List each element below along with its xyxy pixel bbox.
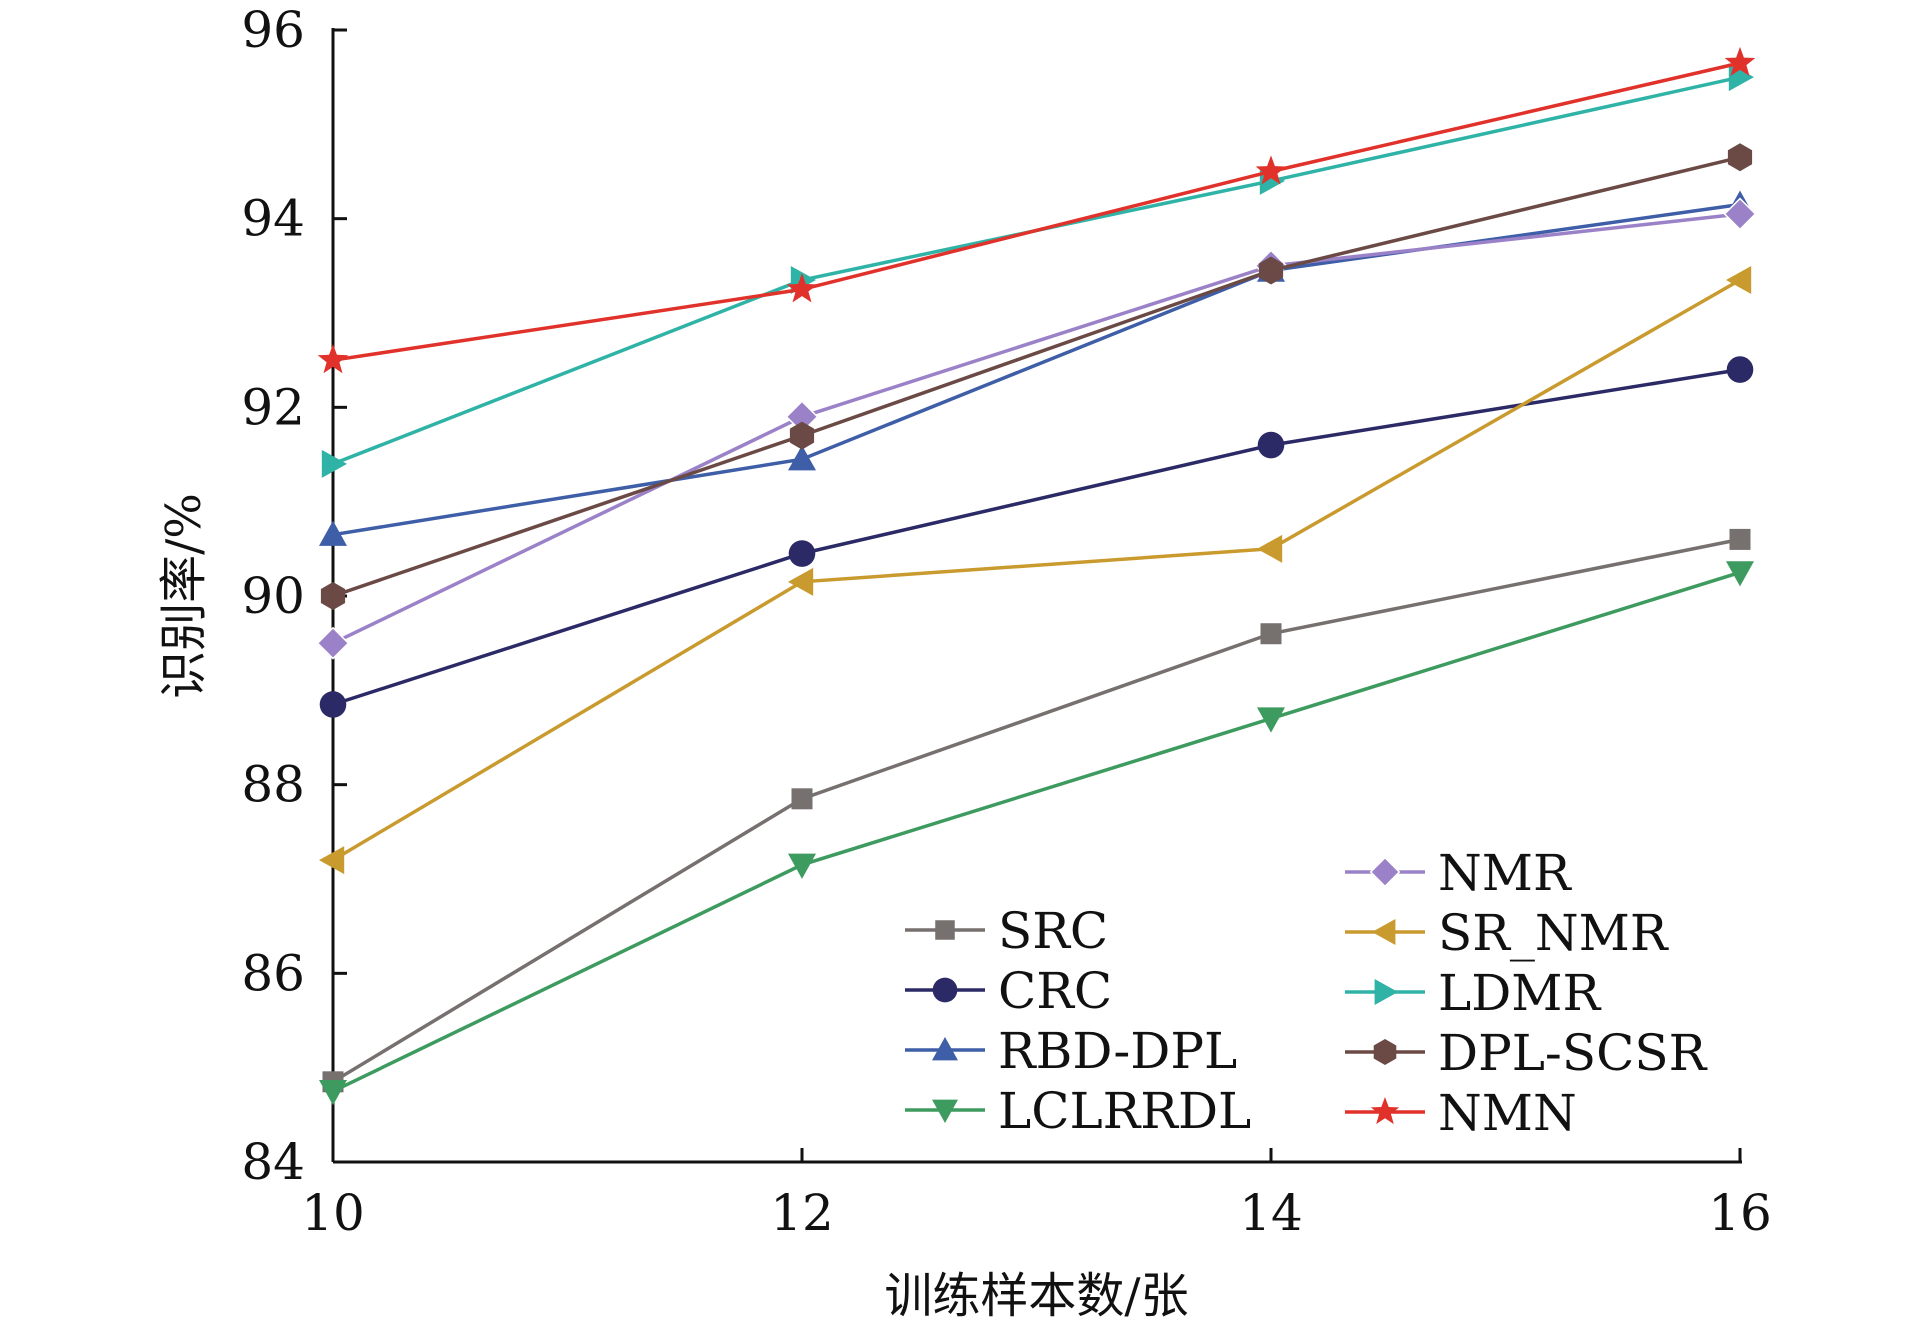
data-point-nmn bbox=[1255, 155, 1287, 185]
legend-marker bbox=[1370, 1097, 1400, 1125]
legend-label: SRC bbox=[998, 902, 1108, 960]
data-point-src bbox=[1260, 623, 1282, 645]
legend-item-dpl-scsr: DPL-SCSR bbox=[1345, 1024, 1708, 1082]
legend-marker bbox=[932, 1099, 958, 1123]
legend-marker bbox=[1373, 1039, 1397, 1065]
data-point-lclrrdl bbox=[1726, 561, 1754, 587]
series-line-nmr bbox=[332, 212, 1741, 645]
legend-label: LCLRRDL bbox=[998, 1082, 1251, 1140]
series-line-sr-nmr bbox=[332, 278, 1741, 862]
y-axis-title: 识别率/% bbox=[156, 493, 212, 699]
series-line-ldmr bbox=[332, 75, 1741, 466]
series-dpl-scsr bbox=[320, 143, 1753, 610]
data-point-rbd-dpl bbox=[788, 445, 816, 471]
data-point-nmn bbox=[786, 273, 818, 303]
data-point-crc bbox=[1257, 431, 1285, 459]
x-tick-label: 14 bbox=[1239, 1184, 1303, 1242]
data-point-dpl-scsr bbox=[1727, 143, 1753, 172]
axes: 84 86 88 90 92 94 96 10 12 14 16 bbox=[241, 1, 1771, 1242]
y-tick-label: 88 bbox=[241, 756, 305, 814]
data-point-crc bbox=[788, 540, 816, 567]
legend-item-ldmr: LDMR bbox=[1345, 964, 1601, 1022]
series-layer bbox=[316, 46, 1757, 1106]
data-point-dpl-scsr bbox=[789, 421, 815, 450]
data-point-rbd-dpl bbox=[319, 520, 347, 546]
y-tick-label: 96 bbox=[241, 1, 305, 59]
legend-marker bbox=[935, 920, 955, 940]
series-src bbox=[322, 528, 1751, 1093]
data-point-crc bbox=[319, 691, 347, 718]
legend-marker bbox=[1369, 856, 1401, 888]
y-tick-label: 86 bbox=[241, 944, 305, 1002]
y-tick-label: 92 bbox=[241, 378, 305, 436]
data-point-crc bbox=[1726, 356, 1754, 383]
legend-item-crc: CRC bbox=[905, 962, 1112, 1020]
legend-item-sr-nmr: SR_NMR bbox=[1345, 904, 1669, 962]
data-point-dpl-scsr bbox=[320, 582, 346, 610]
series-lclrrdl bbox=[319, 561, 1754, 1106]
legend-label: RBD-DPL bbox=[998, 1022, 1237, 1080]
legend-label: SR_NMR bbox=[1438, 904, 1669, 962]
legend-label: NMR bbox=[1438, 844, 1572, 902]
series-line-lclrrdl bbox=[332, 570, 1741, 1093]
legend-item-lclrrdl: LCLRRDL bbox=[905, 1082, 1251, 1140]
data-point-sr-nmr bbox=[788, 567, 814, 596]
data-point-nmn bbox=[317, 344, 349, 374]
legend-marker bbox=[1372, 919, 1396, 945]
legend-marker bbox=[932, 977, 958, 1003]
data-point-src bbox=[791, 788, 813, 810]
x-tick-label: 10 bbox=[301, 1184, 365, 1242]
series-crc bbox=[319, 356, 1754, 718]
data-point-src bbox=[1729, 528, 1751, 550]
data-point-nmr bbox=[1723, 197, 1757, 231]
series-sr-nmr bbox=[319, 265, 1752, 875]
legend-item-rbd-dpl: RBD-DPL bbox=[905, 1022, 1237, 1080]
y-tick-label: 90 bbox=[241, 567, 305, 625]
legend-item-nmn: NMN bbox=[1345, 1084, 1577, 1142]
data-point-sr-nmr bbox=[1257, 534, 1283, 563]
data-point-nmn bbox=[1724, 46, 1756, 76]
series-line-dpl-scsr bbox=[332, 155, 1741, 598]
legend-label: CRC bbox=[998, 962, 1112, 1020]
legend-marker bbox=[1374, 979, 1398, 1005]
data-point-nmr bbox=[316, 626, 350, 660]
data-point-lclrrdl bbox=[1257, 707, 1285, 733]
series-line-rbd-dpl bbox=[332, 202, 1741, 537]
y-tick-label: 84 bbox=[241, 1133, 305, 1191]
series-rbd-dpl bbox=[319, 190, 1754, 546]
x-tick-label: 12 bbox=[770, 1184, 834, 1242]
data-point-lclrrdl bbox=[788, 853, 816, 879]
series-line-src bbox=[332, 537, 1741, 1084]
y-tick-label: 94 bbox=[241, 190, 305, 248]
legend-label: NMN bbox=[1438, 1084, 1577, 1142]
legend-marker bbox=[932, 1037, 958, 1061]
legend-item-nmr: NMR bbox=[1345, 844, 1572, 902]
legend-label: DPL-SCSR bbox=[1438, 1024, 1708, 1082]
series-nmr bbox=[316, 197, 1757, 660]
data-point-sr-nmr bbox=[319, 846, 345, 875]
legend-label: LDMR bbox=[1438, 964, 1601, 1022]
x-axis-title: 训练样本数/张 bbox=[884, 1268, 1188, 1323]
data-point-ldmr bbox=[321, 449, 347, 478]
series-nmn bbox=[317, 46, 1756, 374]
series-ldmr bbox=[321, 63, 1754, 478]
x-tick-label: 16 bbox=[1708, 1184, 1772, 1242]
series-line-crc bbox=[332, 367, 1741, 707]
legend-item-src: SRC bbox=[905, 902, 1108, 960]
series-line-nmn bbox=[332, 61, 1741, 362]
data-point-sr-nmr bbox=[1726, 265, 1752, 294]
data-point-lclrrdl bbox=[319, 1080, 347, 1106]
data-point-dpl-scsr bbox=[1258, 256, 1284, 285]
